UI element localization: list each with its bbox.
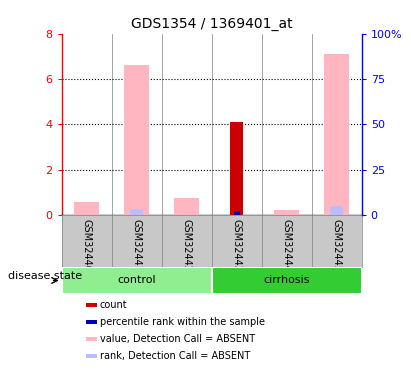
Text: rank, Detection Call = ABSENT: rank, Detection Call = ABSENT bbox=[100, 351, 250, 361]
Bar bbox=[85, 303, 97, 307]
Text: disease state: disease state bbox=[8, 271, 82, 280]
Text: cirrhosis: cirrhosis bbox=[263, 276, 310, 285]
Text: value, Detection Call = ABSENT: value, Detection Call = ABSENT bbox=[100, 334, 255, 344]
Text: count: count bbox=[100, 300, 127, 310]
Bar bbox=[74, 202, 99, 215]
Bar bbox=[234, 211, 240, 215]
Text: GSM32440: GSM32440 bbox=[82, 219, 92, 272]
Text: control: control bbox=[118, 276, 156, 285]
Bar bbox=[85, 354, 97, 358]
Bar bbox=[124, 66, 149, 215]
Text: GSM32445: GSM32445 bbox=[332, 219, 342, 272]
Bar bbox=[174, 198, 199, 215]
Text: GSM32443: GSM32443 bbox=[232, 219, 242, 272]
Bar bbox=[274, 210, 299, 215]
Bar bbox=[231, 122, 243, 215]
Bar bbox=[330, 206, 343, 215]
Text: GSM32442: GSM32442 bbox=[182, 219, 192, 272]
Text: percentile rank within the sample: percentile rank within the sample bbox=[100, 316, 265, 327]
Text: GSM32441: GSM32441 bbox=[132, 219, 142, 272]
Text: GSM32444: GSM32444 bbox=[282, 219, 292, 272]
Bar bbox=[212, 267, 362, 294]
Bar bbox=[85, 320, 97, 324]
Bar bbox=[62, 267, 212, 294]
Bar bbox=[324, 54, 349, 215]
Bar bbox=[85, 337, 97, 341]
Bar bbox=[130, 209, 143, 215]
Title: GDS1354 / 1369401_at: GDS1354 / 1369401_at bbox=[131, 17, 293, 32]
